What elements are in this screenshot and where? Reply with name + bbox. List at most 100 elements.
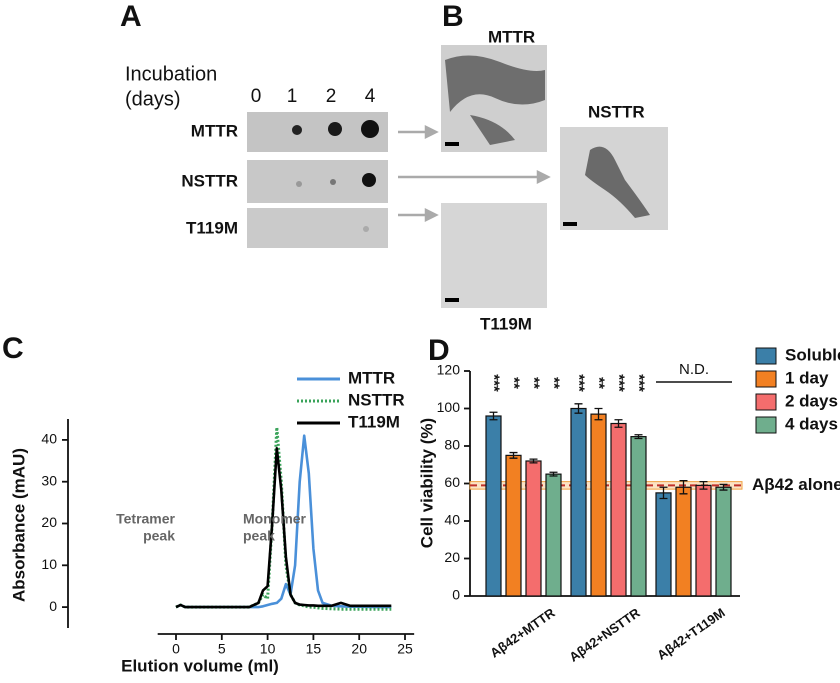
scale-bar <box>445 298 459 302</box>
tem-image <box>441 203 547 308</box>
day-label: 2 <box>326 86 337 107</box>
error-bar <box>634 434 643 440</box>
error-bar <box>529 458 538 464</box>
x-tick-label: Aβ42+NSTTR <box>566 605 643 665</box>
panel-label: D <box>428 334 450 367</box>
bar <box>675 486 692 597</box>
panel-label: C <box>2 332 24 365</box>
significance: *** <box>631 374 648 392</box>
error-bar <box>549 471 558 477</box>
legend-swatch <box>755 393 777 411</box>
legend-label: 2 days <box>785 391 838 410</box>
legend-label: Soluble <box>785 345 840 364</box>
row-label: T119M <box>186 218 238 237</box>
error-bar <box>679 480 688 495</box>
y-tick-label: 80 <box>444 437 460 453</box>
significance: *** <box>611 374 628 392</box>
significance: ** <box>591 377 608 389</box>
bar <box>695 484 712 597</box>
bar <box>590 413 607 597</box>
error-bar <box>719 483 728 491</box>
y-tick-label: 20 <box>444 549 460 565</box>
y-tick-label: 40 <box>444 512 460 528</box>
significance: *** <box>571 374 588 392</box>
y-tick-label: 20 <box>41 514 57 530</box>
annotation: peak <box>143 528 175 544</box>
legend-swatch <box>755 370 777 388</box>
bar <box>655 492 672 597</box>
error-bar <box>594 407 603 421</box>
x-tick-label: 15 <box>306 641 322 657</box>
bar <box>630 436 647 597</box>
legend-label: MTTR <box>348 368 395 387</box>
x-axis-title: Elution volume (ml) <box>121 656 279 675</box>
significance: ** <box>546 377 563 389</box>
bar <box>505 454 522 597</box>
blot-dot <box>361 120 379 138</box>
image-label: T119M <box>480 314 532 333</box>
x-tick-label: 0 <box>172 641 180 657</box>
error-bar <box>614 419 623 428</box>
bar <box>715 486 732 597</box>
bar <box>570 407 587 597</box>
legend-label: 4 days <box>785 414 838 433</box>
y-axis-title: Absorbance (mAU) <box>9 448 28 602</box>
y-tick-label: 100 <box>437 399 461 415</box>
x-tick-label: 10 <box>260 641 276 657</box>
x-tick-label: Aβ42+MTTR <box>487 605 558 661</box>
panel-label: B <box>442 0 464 33</box>
y-tick-label: 10 <box>41 556 57 572</box>
incubation-label: (days) <box>125 88 181 110</box>
y-tick-label: 0 <box>452 587 460 603</box>
y-axis-title: Cell viability (%) <box>417 418 436 548</box>
significance: ** <box>526 377 543 389</box>
y-tick-label: 30 <box>41 472 57 488</box>
image-label: NSTTR <box>588 102 645 121</box>
scale-bar <box>563 222 577 226</box>
tem-aggregate <box>445 55 545 145</box>
annotation: peak <box>243 528 275 544</box>
y-tick-label: 40 <box>41 431 57 447</box>
day-label: 1 <box>287 86 298 107</box>
reference-label: Aβ42 alone <box>752 475 840 494</box>
bar <box>610 422 627 597</box>
bar <box>485 415 502 597</box>
annotation: Monomer <box>243 511 307 527</box>
x-tick-label: 5 <box>218 641 226 657</box>
legend-label: 1 day <box>785 368 829 387</box>
blot-dot <box>363 226 369 232</box>
legend-swatch <box>755 347 777 365</box>
day-label: 4 <box>365 86 376 107</box>
legend-swatch <box>755 416 777 434</box>
bar <box>545 473 562 597</box>
arrows <box>398 124 551 223</box>
blot-dot <box>328 122 342 136</box>
incubation-label: Incubation <box>125 63 217 85</box>
significance: ** <box>506 377 523 389</box>
scale-bar <box>445 142 459 146</box>
error-bar <box>659 486 668 500</box>
significance: *** <box>486 374 503 392</box>
x-tick-label: 20 <box>351 641 367 657</box>
annotation: Tetramer <box>116 511 175 527</box>
x-tick-label: 25 <box>397 641 413 657</box>
error-bar <box>699 480 708 490</box>
blot-dot <box>296 181 302 187</box>
legend-label: NSTTR <box>348 390 405 409</box>
blot-dot <box>362 173 376 187</box>
legend-label: T119M <box>348 412 400 431</box>
panel-label: A <box>120 0 142 33</box>
y-tick-label: 0 <box>49 598 57 614</box>
series-line <box>175 446 392 609</box>
y-tick-label: 60 <box>444 474 460 490</box>
row-label: MTTR <box>191 121 238 140</box>
bar <box>525 460 542 597</box>
image-label: MTTR <box>488 27 535 46</box>
day-label: 0 <box>251 86 262 107</box>
y-tick-label: 120 <box>437 362 461 378</box>
tem-aggregate <box>585 146 650 218</box>
blot-dot <box>330 179 336 185</box>
error-bar <box>574 403 583 414</box>
error-bar <box>489 411 498 421</box>
